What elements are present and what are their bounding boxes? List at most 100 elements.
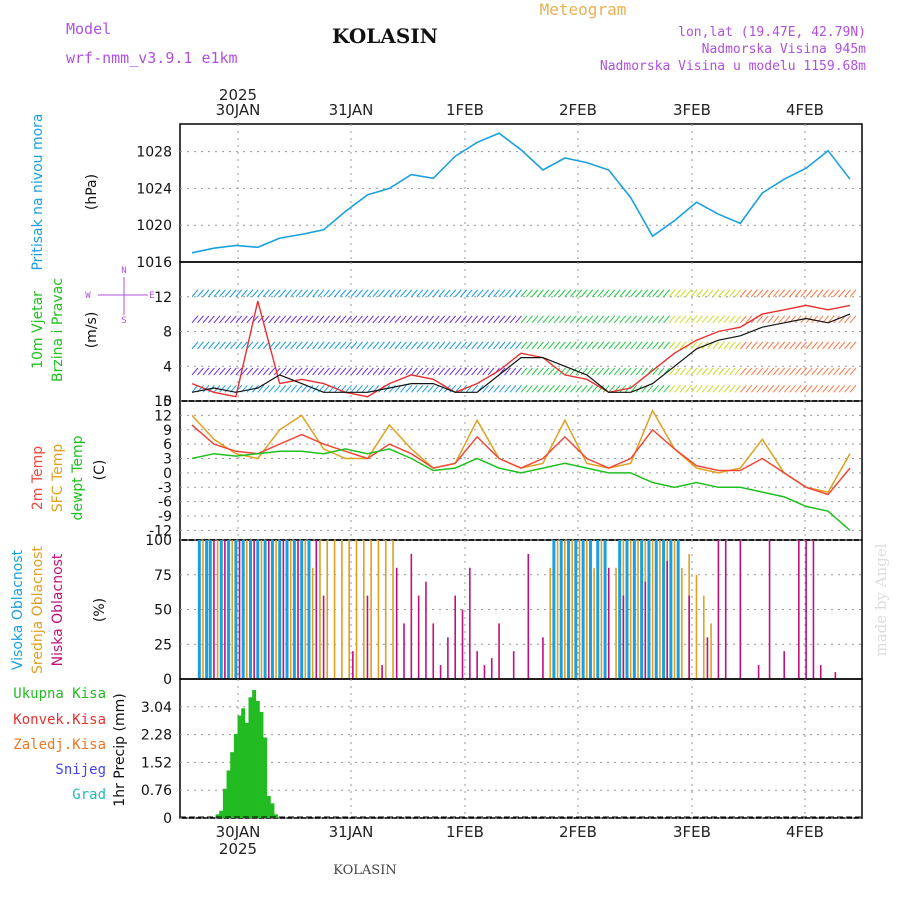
wind-barb <box>460 315 468 324</box>
cloud-high-bar <box>278 540 282 679</box>
wind-barb <box>597 341 605 350</box>
wind-barb <box>262 367 270 376</box>
precip-ytick-label: 0.76 <box>141 783 172 799</box>
top-day-label: 2FEB <box>559 101 597 119</box>
cloud-high-bar <box>603 540 607 679</box>
wind-barb <box>471 384 479 393</box>
wind-barb <box>761 367 769 376</box>
wind-barb <box>350 289 358 298</box>
temperature-ytick-label: 12 <box>154 408 172 424</box>
wind-barb <box>515 384 522 393</box>
cloud-mid-bar <box>202 540 204 679</box>
wind-barb <box>262 289 270 298</box>
dir-key-e: E <box>149 291 154 301</box>
wind-barb <box>811 315 818 324</box>
wind-barb <box>833 341 840 350</box>
cloud-high-bar <box>234 540 238 679</box>
wind-barb <box>580 289 588 298</box>
wind-barb <box>246 289 254 298</box>
wind-barb <box>410 289 418 298</box>
product-title: Meteogram <box>540 0 627 19</box>
cloud-low-bar <box>688 595 690 679</box>
wind-barb <box>668 289 676 298</box>
wind-barb <box>219 384 226 393</box>
wind-barb <box>619 289 627 298</box>
wind-barb <box>295 289 303 298</box>
pressure-unit: (hPa) <box>84 174 100 210</box>
wind-barb <box>416 341 424 350</box>
wind-barb <box>504 384 511 393</box>
wind-barb <box>690 289 698 298</box>
wind-barb <box>383 289 391 298</box>
wind-barb <box>652 341 659 350</box>
wind-barb <box>208 341 215 350</box>
cloud-low-bar <box>395 567 398 679</box>
wind-barb <box>602 384 610 393</box>
wind-barb <box>674 384 681 393</box>
wind-barb <box>597 384 605 393</box>
bottom-day-label: 4FEB <box>786 823 824 841</box>
cloud-low-bar <box>282 540 285 679</box>
wind-barb <box>520 367 528 376</box>
wind-barb <box>438 384 446 393</box>
station-title: KOLASIN <box>332 24 438 48</box>
wind-barb <box>575 341 583 350</box>
wind-barb <box>734 341 742 350</box>
wind-barb <box>328 289 336 298</box>
precip-bar <box>263 737 268 818</box>
wind-barb <box>334 367 341 376</box>
wind-barb <box>652 367 659 376</box>
wind-barb <box>378 341 385 350</box>
wind-barb <box>635 367 643 376</box>
wind-barb <box>696 384 703 393</box>
pressure-title: Pritisak na nivou mora <box>30 113 46 270</box>
wind-barb <box>619 384 627 393</box>
cloud-mid-bar <box>355 540 358 679</box>
wind-barb <box>685 289 692 298</box>
wind-barb <box>378 289 385 298</box>
wind-barb <box>405 367 413 376</box>
wind-barb <box>350 341 358 350</box>
wind-barb <box>761 289 769 298</box>
wind-barb <box>279 315 287 324</box>
wind-barb <box>564 384 572 393</box>
wind-barb <box>334 341 341 350</box>
wind-barb <box>838 367 846 376</box>
wind-barb <box>745 315 753 324</box>
cloud-mid-bar <box>384 540 387 679</box>
wind-barb <box>454 289 462 298</box>
wind-barb <box>367 341 374 350</box>
wind-barb <box>608 315 616 324</box>
wind-barb <box>772 315 780 324</box>
cloud-ytick-label: 50 <box>154 603 172 619</box>
wind-barb <box>213 341 221 350</box>
wind-barb <box>356 315 363 324</box>
temp-title-2m: 2m Temp <box>30 446 46 510</box>
wind-barb <box>339 367 347 376</box>
wind-barb <box>674 367 681 376</box>
wind-barb <box>273 341 281 350</box>
cloud-high-bar <box>241 540 245 679</box>
wind-barb <box>827 367 835 376</box>
cloud-low-bar <box>381 665 383 679</box>
wind-barb <box>235 289 243 298</box>
wind-barb <box>789 289 797 298</box>
lonlat: lon,lat (19.47E, 42.79N) <box>678 25 866 40</box>
wind-barb <box>268 384 276 393</box>
model-label: Model <box>66 20 111 38</box>
wind-barb <box>383 367 391 376</box>
precip-bar <box>252 689 257 818</box>
precip-ytick-label: 2.28 <box>141 728 172 744</box>
wind-barb <box>849 315 857 324</box>
dewpoint-line <box>191 448 851 531</box>
bottom-year-label: 2025 <box>219 840 257 858</box>
wind-barb <box>438 367 446 376</box>
wind-barb <box>208 289 215 298</box>
cloud-low-bar <box>622 595 625 679</box>
wind-barb <box>399 289 407 298</box>
wind-barb <box>350 315 358 324</box>
wind-barb <box>361 384 369 393</box>
bottom-day-label: 2FEB <box>559 823 597 841</box>
